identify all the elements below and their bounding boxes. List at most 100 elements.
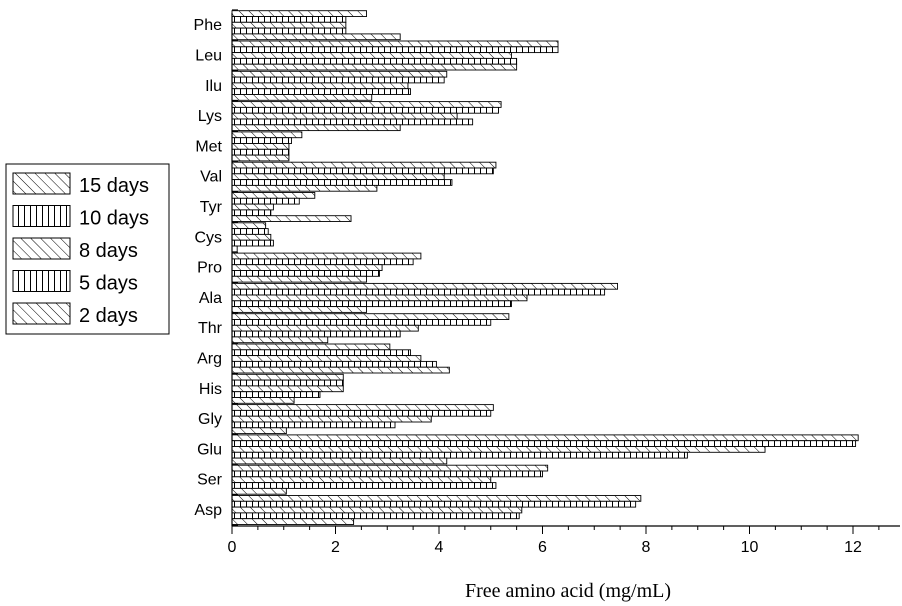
category-label-met: Met: [195, 138, 222, 155]
bar-glu-5-days: [231, 451, 688, 459]
category-label-gly: Gly: [198, 411, 222, 428]
bar-lys-8-days: [231, 112, 458, 120]
bar-thr-5-days: [231, 330, 401, 338]
bar-thr-2-days: [231, 336, 329, 344]
category-label-lys: Lys: [198, 108, 222, 125]
bar-gly-2-days: [231, 427, 287, 435]
bar-ala-5-days: [231, 300, 512, 308]
bar-tyr-2-days: [231, 215, 352, 222]
bar-val-15-days: [231, 161, 497, 169]
bar-his-2-days: [231, 397, 295, 404]
bar-val-2-days: [231, 184, 378, 192]
bar-thr-8-days: [231, 324, 419, 332]
bar-pro-10-days: [231, 258, 414, 266]
bar-met-10-days: [231, 137, 292, 144]
bar-leu-2-days: [231, 63, 518, 71]
bar-tyr-5-days: [231, 209, 272, 217]
category-label-thr: Thr: [198, 320, 223, 337]
bar-glu-10-days: [231, 440, 857, 447]
bar-cys-10-days: [231, 228, 269, 235]
x-tick-label: 10: [741, 539, 759, 556]
bar-his-15-days: [231, 373, 344, 381]
bar-arg-5-days: [231, 360, 437, 368]
bar-phe-10-days: [231, 16, 347, 23]
bar-met-8-days: [231, 143, 290, 150]
category-label-cys: Cys: [194, 229, 222, 246]
bar-asp-5-days: [231, 512, 520, 520]
bar-leu-15-days: [231, 40, 559, 48]
legend-swatch: [12, 205, 71, 227]
category-label-asp: Asp: [194, 502, 222, 519]
bar-phe-2-days: [231, 33, 401, 41]
bar-thr-15-days: [231, 313, 510, 320]
category-label-tyr: Tyr: [200, 199, 223, 216]
legend-label: 15 days: [79, 175, 149, 197]
category-label-glu: Glu: [197, 441, 222, 458]
bar-leu-8-days: [231, 52, 512, 59]
bar-lys-5-days: [231, 118, 474, 126]
bar-arg-8-days: [231, 355, 422, 362]
bar-lys-2-days: [231, 124, 401, 132]
bar-asp-8-days: [231, 506, 523, 514]
bar-ala-2-days: [231, 306, 368, 313]
bar-leu-10-days: [231, 46, 559, 54]
bar-asp-15-days: [231, 495, 642, 502]
category-label-val: Val: [200, 169, 222, 186]
bar-val-10-days: [231, 167, 494, 175]
legend-label: 8 days: [79, 240, 138, 262]
bar-gly-8-days: [231, 415, 432, 423]
category-label-leu: Leu: [195, 48, 222, 65]
x-tick-label: 6: [538, 539, 547, 556]
bar-glu-2-days: [231, 457, 448, 465]
bar-arg-15-days: [231, 343, 391, 351]
bar-phe-5-days: [231, 27, 347, 35]
bar-pro-5-days: [231, 270, 380, 277]
bar-phe-15-days: [231, 10, 368, 17]
bar-ser-8-days: [231, 476, 492, 484]
bar-pro-2-days: [231, 275, 368, 283]
bar-gly-15-days: [231, 404, 494, 411]
category-label-ala: Ala: [199, 290, 222, 307]
bar-cys-5-days: [231, 239, 274, 247]
bar-met-2-days: [231, 154, 290, 162]
legend-swatch: [12, 172, 71, 195]
bar-glu-8-days: [231, 446, 766, 453]
legend: 15 days 10 days 8 days 5 days 2 days: [5, 163, 170, 335]
bar-ala-15-days: [231, 282, 618, 290]
bar-lys-15-days: [231, 101, 502, 108]
x-axis-title: Free amino acid (mg/mL): [465, 580, 671, 602]
bar-his-10-days: [231, 379, 344, 387]
category-label-ilu: Ilu: [205, 78, 222, 95]
category-label-pro: Pro: [197, 260, 222, 277]
bar-his-5-days: [231, 391, 321, 398]
bar-met-15-days: [231, 131, 303, 139]
x-tick-label: 8: [642, 539, 651, 556]
bar-phe-8-days: [231, 21, 347, 29]
bar-ser-15-days: [231, 464, 549, 472]
bar-gly-5-days: [231, 421, 396, 429]
legend-swatch: [12, 237, 71, 260]
bar-lys-10-days: [231, 106, 499, 114]
bar-ser-10-days: [231, 470, 543, 478]
bar-pro-15-days: [231, 252, 422, 260]
x-tick-label: 0: [228, 539, 237, 556]
bar-leu-5-days: [231, 57, 518, 65]
bar-met-5-days: [231, 148, 290, 156]
category-label-arg: Arg: [197, 351, 222, 368]
x-tick-label: 12: [844, 539, 862, 556]
x-tick-label: 2: [331, 539, 340, 556]
legend-label: 10 days: [79, 208, 149, 230]
bars-group: [231, 10, 859, 525]
bar-cys-15-days: [231, 222, 267, 230]
bar-his-8-days: [231, 385, 344, 393]
bar-ala-10-days: [231, 288, 606, 296]
bar-glu-15-days: [231, 434, 859, 442]
x-tick-label: 4: [435, 539, 444, 556]
bar-asp-2-days: [231, 518, 355, 525]
bar-tyr-8-days: [231, 203, 274, 211]
bar-ser-5-days: [231, 482, 497, 489]
legend-swatch: [12, 302, 71, 325]
bar-tyr-15-days: [231, 192, 316, 199]
bar-arg-2-days: [231, 366, 450, 374]
